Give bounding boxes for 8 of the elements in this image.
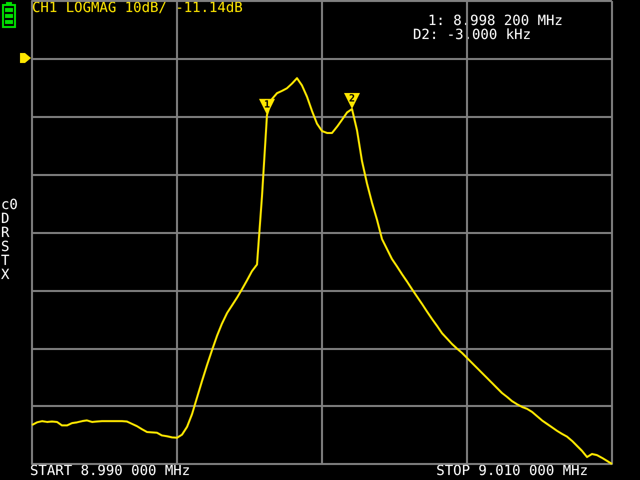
text: 1: 8.998 200 MHz <box>428 13 563 29</box>
annotation: 1 <box>264 99 270 110</box>
text: c0 D R S T X <box>1 197 18 283</box>
annotation: 2 <box>348 94 356 105</box>
text: D2: -3.000 kHz <box>413 27 532 43</box>
chart-title: CH1 LOGMAG 10dB/ -11.14dB <box>32 0 243 16</box>
annotation: STOP 9.010 000 MHz <box>436 463 588 479</box>
annotation: START 8.990 000 MHz <box>30 463 190 479</box>
